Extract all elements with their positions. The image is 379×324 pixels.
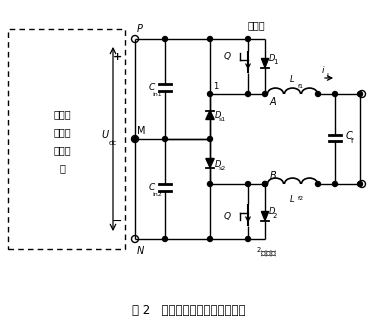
Text: $Q$: $Q$	[223, 51, 232, 63]
Text: N: N	[137, 246, 144, 256]
Text: L: L	[326, 73, 330, 79]
Circle shape	[207, 136, 213, 142]
Circle shape	[207, 181, 213, 187]
Text: 1: 1	[273, 60, 277, 65]
Text: f1: f1	[298, 84, 304, 89]
Text: 直流母: 直流母	[53, 145, 71, 155]
Text: P: P	[137, 24, 143, 34]
Circle shape	[332, 181, 338, 187]
Circle shape	[246, 237, 251, 241]
Text: in2: in2	[152, 192, 162, 198]
Circle shape	[207, 237, 213, 241]
Text: +: +	[113, 52, 122, 62]
Circle shape	[263, 91, 268, 97]
Text: f: f	[351, 138, 354, 144]
Text: $D$: $D$	[268, 205, 276, 216]
Circle shape	[315, 181, 321, 187]
Text: $D$: $D$	[268, 52, 276, 63]
Circle shape	[246, 181, 251, 187]
Polygon shape	[262, 59, 269, 67]
Text: $D$: $D$	[214, 158, 222, 169]
Circle shape	[163, 136, 168, 142]
Text: f2: f2	[298, 196, 304, 201]
Text: B: B	[270, 171, 277, 181]
Circle shape	[207, 91, 213, 97]
Circle shape	[163, 237, 168, 241]
Circle shape	[246, 37, 251, 41]
Text: $D$: $D$	[214, 109, 222, 120]
Circle shape	[357, 181, 362, 187]
Circle shape	[263, 181, 268, 187]
Text: 上桥臂: 上桥臂	[247, 20, 265, 30]
Text: 图 2   前端三电平变换器拓扑结构: 图 2 前端三电平变换器拓扑结构	[132, 304, 246, 317]
Polygon shape	[206, 110, 214, 120]
Circle shape	[332, 91, 338, 97]
Text: 1: 1	[213, 82, 218, 91]
Text: M: M	[137, 126, 146, 136]
Text: $Q$: $Q$	[223, 210, 232, 222]
Text: $^2$下桥臂: $^2$下桥臂	[256, 245, 278, 259]
Text: s1: s1	[219, 117, 226, 122]
Text: $i$: $i$	[321, 64, 326, 75]
Text: 单极或: 单极或	[53, 109, 71, 119]
Circle shape	[315, 91, 321, 97]
Circle shape	[246, 91, 251, 97]
Circle shape	[357, 91, 362, 97]
Circle shape	[163, 37, 168, 41]
Text: $C$: $C$	[148, 82, 156, 92]
Bar	[8, 29, 125, 249]
Text: 2: 2	[273, 213, 277, 218]
Text: 双极型: 双极型	[53, 127, 71, 137]
Text: $L$: $L$	[290, 193, 296, 204]
Text: 线: 线	[59, 163, 65, 173]
Text: $C$: $C$	[148, 181, 156, 192]
Text: −: −	[112, 214, 122, 227]
Circle shape	[263, 181, 268, 187]
Text: in1: in1	[152, 92, 162, 98]
Circle shape	[133, 136, 138, 142]
Text: A: A	[270, 97, 277, 107]
Text: $C$: $C$	[345, 129, 354, 141]
Circle shape	[207, 37, 213, 41]
Polygon shape	[262, 212, 269, 221]
Text: dc: dc	[109, 140, 117, 146]
Text: $L$: $L$	[290, 73, 296, 84]
Polygon shape	[206, 158, 214, 168]
Text: $U$: $U$	[100, 128, 110, 140]
Text: s2: s2	[219, 166, 226, 171]
